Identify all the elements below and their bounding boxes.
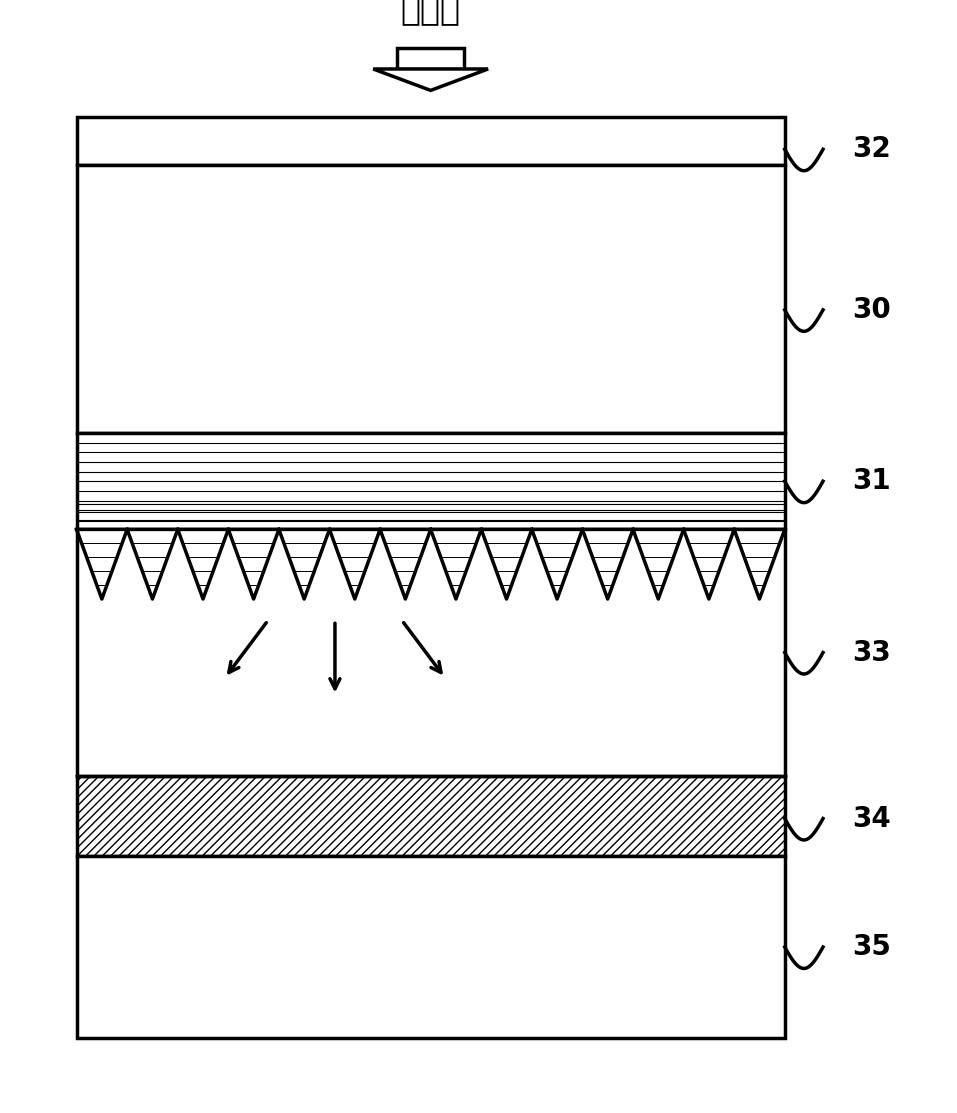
Bar	[77, 433, 785, 530]
Text: 32: 32	[852, 136, 890, 164]
Text: 反应光: 反应光	[401, 0, 460, 27]
Text: 31: 31	[852, 467, 890, 495]
Text: 33: 33	[852, 639, 890, 667]
Bar	[397, 48, 464, 69]
Text: 35: 35	[852, 933, 891, 961]
Bar	[77, 166, 785, 433]
Polygon shape	[373, 69, 488, 90]
Text: 34: 34	[852, 805, 890, 833]
Bar	[77, 530, 785, 776]
Text: 30: 30	[852, 296, 890, 324]
Bar	[77, 117, 785, 166]
Bar	[77, 776, 785, 856]
Bar	[77, 856, 785, 1038]
